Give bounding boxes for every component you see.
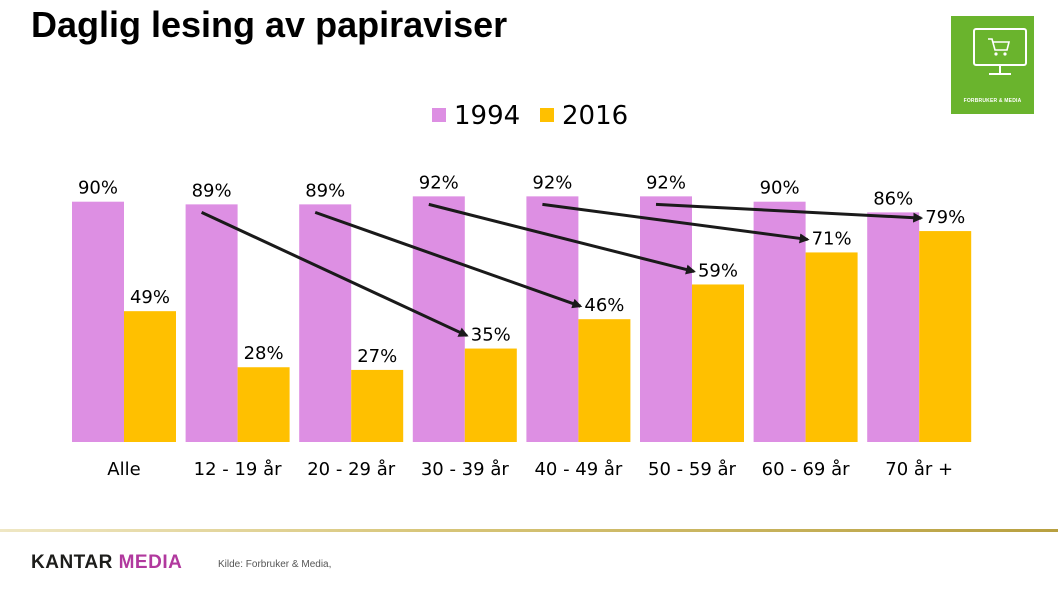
forbruker-media-badge: FORBRUKER & MEDIA [951,16,1034,114]
bar-1994-3 [299,204,352,442]
x-tick-label-6: 50 - 59 år [648,459,736,480]
legend-swatch-1994 [432,108,446,122]
bar-1994-7 [753,201,806,442]
legend-label-1994: 1994 [454,101,520,131]
data-label-2016-6: 59% [698,260,738,281]
shopping-cart-monitor-icon [973,28,1027,75]
bar-2016-6 [692,284,744,442]
cohort-arrow-4 [542,202,810,244]
x-tick-label-7: 60 - 69 år [762,459,850,480]
data-label-2016-4: 35% [471,325,511,346]
x-tick-label-8: 70 år + [885,459,953,480]
data-label-2016-8: 79% [925,207,965,228]
bar-1994-8 [867,212,920,442]
data-label-2016-7: 71% [812,228,852,249]
bar-2016-4 [464,348,517,442]
badge-label: FORBRUKER & MEDIA [963,98,1022,104]
data-label-2016-5: 46% [584,295,624,316]
bar-1994-1 [72,201,124,442]
cohort-arrow-5 [655,202,924,223]
cohort-arrow-1 [200,211,469,337]
bar-1994-5 [526,196,579,442]
data-label-2016-1: 49% [130,287,170,308]
data-label-2016-2: 28% [244,343,284,364]
bar-2016-1 [124,311,176,442]
page-title: Daglig lesing av papiraviser [31,4,508,45]
cohort-arrow-2 [314,210,583,309]
bar-2016-5 [578,319,631,442]
footer-divider [0,529,1058,532]
x-tick-label-4: 30 - 39 år [421,459,509,480]
legend-label-2016: 2016 [562,101,628,131]
bar-2016-3 [351,369,404,442]
x-tick-label-5: 40 - 49 år [534,459,622,480]
bar-2016-2 [237,367,290,442]
bar-2016-7 [805,252,858,442]
data-label-1994-3: 89% [305,180,345,201]
data-label-1994-1: 90% [78,178,118,199]
legend-swatch-2016 [540,108,554,122]
data-label-1994-5: 92% [532,172,572,193]
bar-1994-6 [640,196,692,442]
bar-1994-4 [412,196,465,442]
data-label-1994-7: 90% [760,178,800,199]
x-tick-label-3: 20 - 29 år [307,459,395,480]
kantar-media-logo: KANTAR MEDIA [31,552,182,574]
data-label-1994-6: 92% [646,172,686,193]
bar-chart: 1994 2016 90% 89% 89% 92% 92% 92% 90% 86% 49% 28% 2… [72,101,972,480]
source-note: Kilde: Forbruker & Media, [218,559,332,570]
chart-legend: 1994 2016 [432,101,628,131]
data-label-1994-4: 92% [419,172,459,193]
data-label-1994-8: 86% [873,188,913,209]
logo-part-media: MEDIA [112,552,183,573]
data-label-1994-2: 89% [192,180,232,201]
logo-part-kantar: KANTAR [31,552,113,573]
x-tick-label-2: 12 - 19 år [194,459,282,480]
cohort-arrow-3 [428,202,696,275]
data-label-2016-3: 27% [357,346,397,367]
x-tick-label-1: Alle [107,459,140,480]
bar-1994-2 [185,204,238,442]
bar-2016-8 [919,231,972,442]
